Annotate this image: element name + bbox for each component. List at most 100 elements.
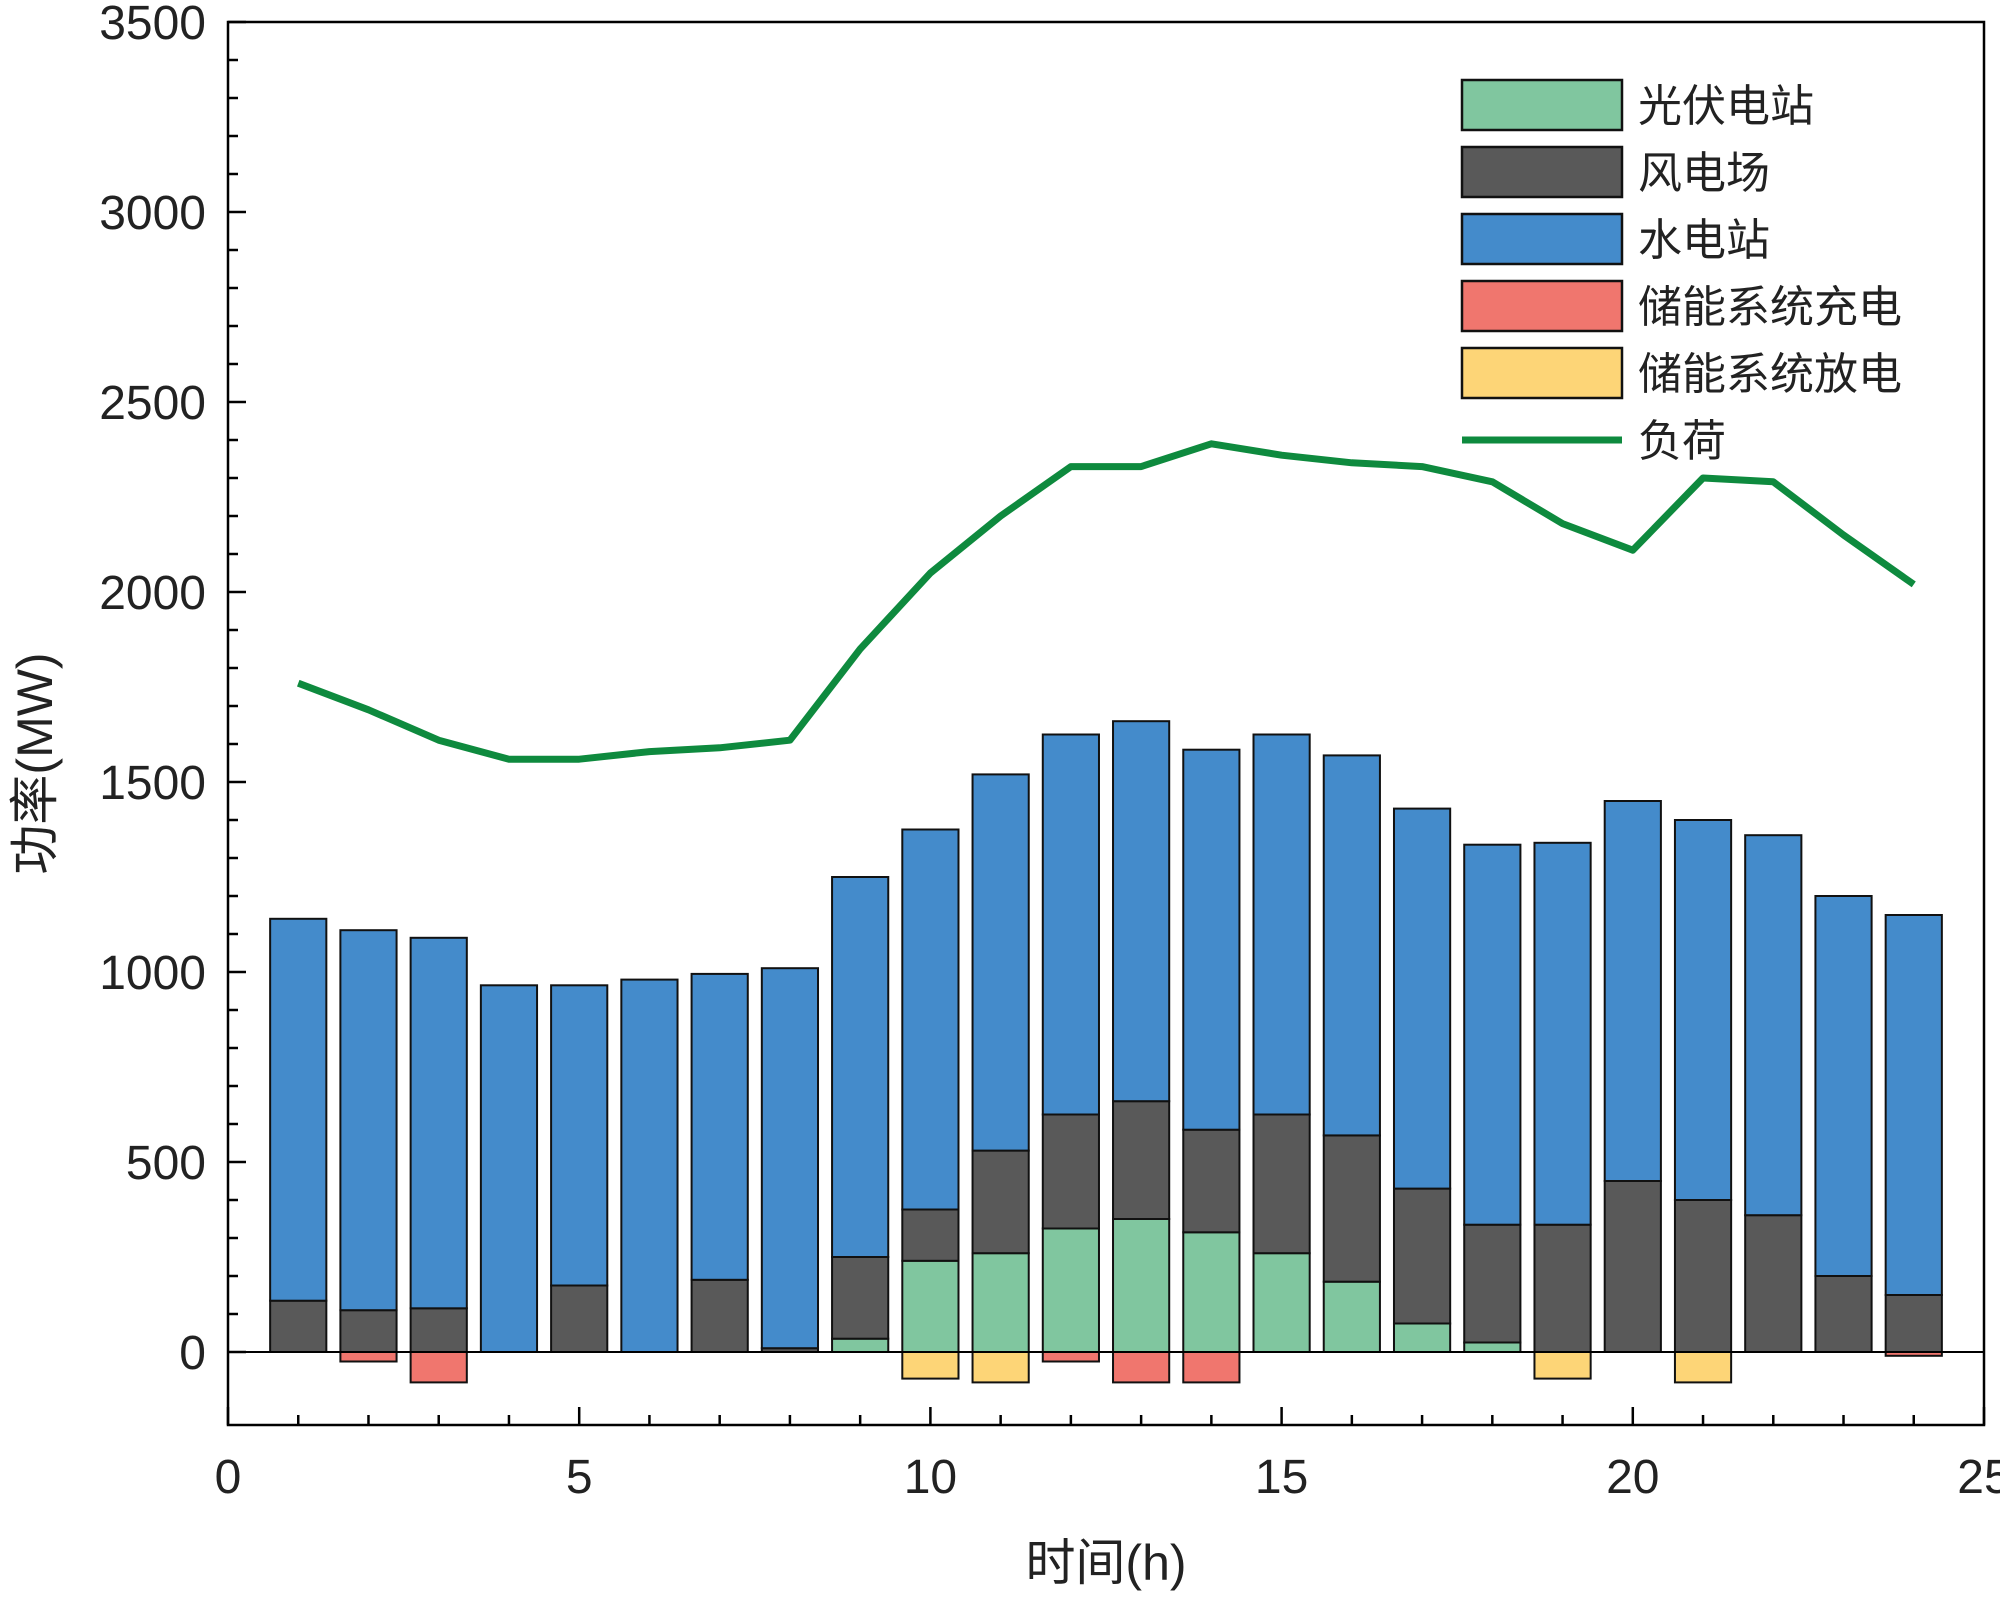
bar-1-t13 [1112,1218,1171,1353]
bar-2-t15 [1252,1113,1311,1255]
x-tick-label-25: 25 [1957,1451,2000,1504]
bar-4-t12 [1041,1351,1100,1363]
bar-3-t17 [1392,807,1452,1190]
legend-label-3: 水电站 [1638,216,1770,265]
y-tick-label-3500: 3500 [99,0,206,50]
line-layer [297,440,1916,763]
bar-3-t18 [1463,843,1522,1226]
bar-1-t12 [1041,1227,1100,1353]
bar-3-t8 [760,967,820,1350]
legend-label-4: 储能系统充电 [1638,283,1902,332]
bar-1-t16 [1322,1280,1381,1353]
bar-3-t4 [479,984,539,1353]
bar-2-t19 [1533,1223,1592,1353]
legend-label-6: 负荷 [1638,417,1726,466]
x-tick-label-5: 5 [566,1451,593,1504]
bar-2-t21 [1673,1199,1733,1353]
bar-1-t11 [971,1252,1030,1353]
legend-label-5: 储能系统放电 [1638,350,1902,399]
bar-2-t18 [1463,1223,1522,1344]
bar-3-t10 [901,828,960,1211]
bar-2-t2 [339,1309,398,1353]
legend-swatch-2 [1460,145,1624,199]
bar-3-t5 [550,984,609,1287]
legend-swatch-4 [1460,279,1624,333]
x-axis: 0 5 10 15 20 25 [215,1407,2000,1504]
bar-1-t10 [901,1259,960,1354]
bar-3-t20 [1603,800,1662,1182]
bar-3-t13 [1112,720,1171,1103]
y-tick-label-3000: 3000 [99,187,206,240]
bar-4-t3 [409,1351,468,1384]
bar-2-t14 [1182,1128,1241,1234]
bar-1-t17 [1392,1322,1452,1353]
bar-3-t15 [1252,733,1311,1116]
y-tick-label-500: 500 [126,1137,206,1190]
bar-2-t9 [831,1256,890,1340]
bar-3-t3 [409,936,468,1310]
bar-1-t14 [1182,1231,1241,1354]
bar-1-t18 [1463,1341,1522,1353]
bar-1-t9 [831,1337,890,1353]
y-tick-label-1500: 1500 [99,757,206,810]
bar-3-t24 [1884,914,1943,1296]
x-tick-label-0: 0 [215,1451,242,1504]
y-tick-label-2500: 2500 [99,377,206,430]
bar-3-t16 [1322,754,1381,1137]
bar-3-t14 [1182,748,1241,1131]
bar-2-t20 [1603,1180,1662,1353]
bar-2-t24 [1884,1294,1943,1353]
bar-5-t19 [1533,1351,1592,1380]
bar-2-t23 [1814,1275,1873,1353]
bar-3-t11 [971,773,1030,1152]
legend-swatch-1 [1460,78,1624,132]
y-tick-label-0: 0 [179,1327,206,1380]
bar-5-t11 [971,1351,1030,1384]
bar-5-t21 [1673,1351,1733,1384]
x-axis-label: 时间(h) [1025,1535,1186,1591]
bar-4-t2 [339,1351,398,1363]
bar-3-t23 [1814,895,1873,1277]
bar-3-t1 [269,917,328,1302]
bar-2-t17 [1392,1187,1452,1325]
bar-2-t22 [1744,1214,1803,1353]
bar-2-t11 [971,1149,1030,1255]
bar-3-t12 [1041,733,1100,1116]
legend-swatch-5 [1460,346,1624,400]
legend-swatch-3 [1460,212,1624,266]
x-tick-label-10: 10 [904,1451,957,1504]
y-axis-label: 功率(MW) [7,652,63,874]
load-series-line [297,440,1916,763]
bars-layer [269,720,1943,1384]
bar-3-t9 [831,876,890,1258]
plot-frame [226,20,1986,1427]
bar-3-t21 [1673,819,1733,1201]
y-axis: 0 500 1000 1500 2000 2500 3000 3500 [99,0,246,1380]
bar-3-t2 [339,929,398,1312]
bar-2-t12 [1041,1113,1100,1230]
bar-3-t19 [1533,841,1592,1226]
bar-2-t7 [690,1278,749,1354]
bar-2-t13 [1112,1100,1171,1220]
bar-3-t22 [1744,834,1803,1217]
bar-2-t3 [409,1307,468,1354]
x-tick-label-15: 15 [1255,1451,1308,1504]
bar-3-t7 [690,972,749,1281]
legend-label-1: 光伏电站 [1638,82,1814,131]
bar-2-t10 [901,1208,960,1262]
bar-2-t5 [550,1284,609,1353]
bar-4-t13 [1112,1351,1171,1384]
bar-4-t14 [1182,1351,1241,1384]
legend-label-2: 风电场 [1638,149,1770,198]
bar-3-t6 [620,978,679,1353]
bar-1-t15 [1252,1252,1311,1353]
x-tick-label-20: 20 [1606,1451,1659,1504]
bar-2-t16 [1322,1134,1381,1283]
y-tick-label-2000: 2000 [99,567,206,620]
bar-5-t10 [901,1351,960,1380]
y-tick-label-1000: 1000 [99,947,206,1000]
bar-2-t1 [269,1299,328,1353]
